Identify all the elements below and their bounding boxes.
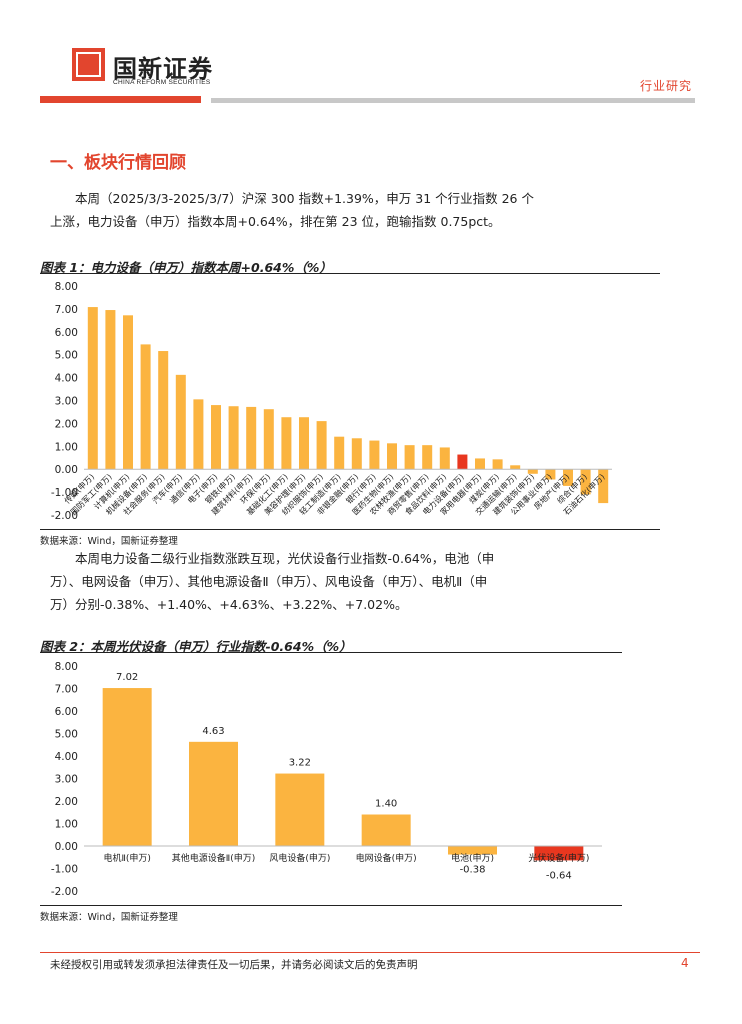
section-title: 一、板块行情回顾 (50, 153, 186, 173)
bar (140, 344, 151, 470)
x-category-label: 电池(申万) (451, 852, 494, 864)
bar (275, 773, 325, 846)
bar (316, 421, 327, 470)
paragraph-2: 本周电力设备二级行业指数涨跌互现，光伏设备行业指数-0.64%，电池（申 万）、… (50, 547, 550, 616)
y-tick-label: 1.00 (55, 441, 78, 453)
bar (263, 409, 274, 470)
report-category: 行业研究 (640, 79, 693, 93)
y-tick-label: 8.00 (55, 281, 78, 293)
bar (123, 315, 133, 470)
bar (334, 436, 345, 470)
bar (158, 351, 169, 470)
y-tick-label: -2.00 (51, 510, 78, 522)
figure-1-top-rule (40, 273, 660, 274)
bar (361, 814, 411, 846)
figure-1-bottom-rule (40, 529, 660, 530)
y-tick-label: 1.00 (55, 819, 78, 831)
bar (387, 443, 397, 470)
figure-2-top-rule (40, 652, 622, 653)
footer-rule (40, 952, 700, 953)
data-label: 4.63 (202, 726, 224, 737)
y-tick-label: 6.00 (55, 327, 78, 339)
x-category-label: 其他电源设备Ⅱ(申万) (172, 852, 255, 864)
y-tick-label: 7.00 (55, 304, 78, 316)
header-divider-bar (211, 98, 695, 103)
bar (534, 846, 584, 861)
y-tick-label: 0.00 (55, 464, 78, 476)
bar (228, 406, 239, 470)
y-tick-label: 4.00 (55, 373, 78, 385)
y-tick-label: 0.00 (55, 841, 78, 853)
y-tick-label: -1.00 (51, 487, 78, 499)
paragraph-1: 本周（2025/3/3-2025/3/7）沪深 300 指数+1.39%，申万 … (50, 187, 550, 233)
bar (580, 469, 591, 495)
x-category-label: 电网设备(申万) (356, 852, 417, 864)
bar (492, 459, 503, 470)
bar (87, 307, 98, 470)
paragraph-2-line-3: 万）分别-0.38%、+1.40%、+4.63%、+3.22%、+7.02%。 (50, 597, 408, 612)
paragraph-2-line-1: 本周电力设备二级行业指数涨跌互现，光伏设备行业指数-0.64%，电池（申 (75, 551, 495, 566)
bar (422, 445, 433, 470)
y-tick-label: 6.00 (55, 706, 78, 718)
y-tick-label: 7.00 (55, 684, 78, 696)
figure-2-source: 数据来源：Wind，国新证券整理 (40, 912, 178, 923)
figure-2-bottom-rule (40, 905, 622, 906)
bar (510, 465, 521, 470)
figure-1-chart: -2.00 -1.00 0.00 1.00 2.00 3.00 4.00 5.00 6.00 7.… (51, 281, 612, 522)
data-label: 7.02 (116, 672, 138, 683)
data-label: -0.38 (460, 865, 486, 876)
bar (281, 417, 292, 470)
bar (299, 417, 309, 470)
x-category-label: 风电设备(申万) (269, 852, 330, 864)
bar (105, 310, 116, 470)
logo-name-en: CHINA REFORM SECURITIES (113, 79, 211, 86)
data-label: 3.22 (289, 758, 311, 769)
y-tick-label: 8.00 (55, 661, 78, 673)
y-tick-label: 3.00 (55, 774, 78, 786)
bar (369, 440, 380, 470)
y-tick-label: 5.00 (55, 350, 78, 362)
footer-disclaimer: 未经授权引用或转发须承担法律责任及一切后果，并请务必阅读文后的免责声明 (50, 959, 418, 971)
bar (563, 469, 573, 486)
figure-2-title: 图表 2：本周光伏设备（申万）行业指数-0.64%（%） (40, 639, 352, 654)
x-category-label: 电机Ⅱ(申万) (103, 852, 150, 864)
y-tick-label: 4.00 (55, 751, 78, 763)
bar (404, 445, 415, 470)
logo-name-cn: 国新证券 (113, 55, 213, 83)
data-label: 1.40 (375, 799, 397, 810)
page-number: 4 (681, 956, 689, 970)
paragraph-2-line-2: 万）、电网设备（申万）、其他电源设备Ⅱ（申万）、风电设备（申万）、电机Ⅱ（申 (50, 574, 488, 589)
y-tick-label: 5.00 (55, 729, 78, 741)
bar (102, 688, 152, 846)
bar (527, 469, 538, 474)
x-category-label: 光伏设备(申万) (528, 852, 589, 864)
bar (475, 458, 485, 470)
bar (189, 741, 238, 846)
figure-1-source: 数据来源：Wind，国新证券整理 (40, 536, 178, 547)
bar (448, 846, 497, 855)
figure-2-chart: -2.00 -1.00 0.00 1.00 2.00 3.00 4.00 5.00 6.00 7.… (51, 661, 602, 898)
paragraph-1-line-1: 本周（2025/3/3-2025/3/7）沪深 300 指数+1.39%，申万 … (75, 191, 534, 206)
bar (193, 399, 204, 470)
brand-logo-icon (72, 48, 105, 81)
bar (175, 374, 186, 470)
y-tick-label: 2.00 (55, 418, 78, 430)
y-tick-label: 2.00 (55, 796, 78, 808)
y-tick-label: -2.00 (51, 886, 78, 898)
bar (211, 405, 221, 470)
y-tick-label: 3.00 (55, 396, 78, 408)
bar (351, 438, 362, 470)
header-accent-bar (40, 96, 201, 103)
bar (598, 469, 609, 504)
paragraph-1-line-2: 上涨，电力设备（申万）指数本周+0.64%，排在第 23 位，跑输指数 0.75… (50, 214, 501, 229)
bar (545, 469, 556, 480)
bar (246, 406, 257, 470)
bar (439, 447, 450, 470)
figure-1-title: 图表 1：电力设备（申万）指数本周+0.64%（%） (40, 260, 332, 275)
data-label: -0.64 (546, 870, 572, 881)
bar (457, 454, 468, 470)
y-tick-label: -1.00 (51, 864, 78, 876)
